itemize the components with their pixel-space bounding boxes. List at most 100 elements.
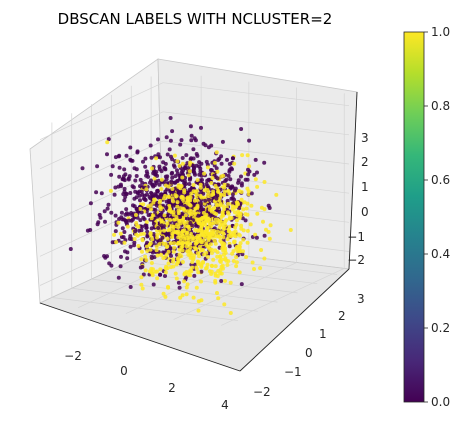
y-tick-label: −1 (284, 365, 302, 379)
z-tick-label: −2 (347, 253, 365, 267)
scatter-point (262, 160, 267, 165)
scatter-point (227, 162, 232, 166)
scatter-point (262, 256, 267, 261)
scatter-point (167, 198, 172, 203)
scatter-point (255, 184, 260, 189)
scatter-point (158, 155, 162, 160)
scatter-point (247, 164, 252, 169)
scatter-point (171, 249, 176, 254)
scatter-point (135, 150, 140, 155)
scatter-point (161, 291, 166, 296)
scatter-point (190, 234, 195, 239)
scatter-point (209, 143, 214, 148)
scatter-point (176, 256, 181, 260)
scatter-point (123, 212, 128, 217)
scatter-point (241, 249, 245, 254)
scatter-point (197, 254, 201, 259)
scatter-point (149, 207, 153, 212)
scatter-point (193, 206, 198, 211)
scatter-point (174, 276, 179, 281)
scatter-point (163, 274, 167, 278)
scatter-point (237, 270, 242, 275)
scatter-point (198, 233, 203, 238)
scatter-point (102, 209, 107, 214)
scatter-point (236, 180, 241, 185)
scatter-point (113, 185, 118, 190)
scatter-point (149, 155, 154, 160)
scatter-point (131, 203, 135, 208)
scatter-point (187, 169, 192, 174)
scatter-point (140, 286, 145, 291)
scatter-point (113, 155, 118, 160)
scatter-point (223, 219, 228, 224)
scatter-point (227, 229, 232, 234)
scatter-point (209, 263, 214, 268)
scatter-point (202, 201, 207, 206)
scatter-point (239, 181, 244, 186)
scatter-point (225, 237, 230, 242)
scatter-point (246, 172, 251, 177)
scatter-point (159, 223, 164, 228)
scatter-point (186, 252, 191, 257)
scatter-point (102, 254, 107, 258)
scatter-point (125, 256, 130, 261)
scatter-point (223, 256, 228, 261)
scatter-point (248, 222, 253, 227)
scatter-point (182, 221, 187, 226)
scatter-point (166, 249, 171, 254)
scatter-point (206, 190, 211, 195)
scatter-point (105, 140, 110, 145)
scatter-point (114, 240, 119, 245)
scatter-point (218, 238, 223, 243)
scatter-point (224, 177, 229, 182)
scatter-point (252, 172, 257, 177)
scatter-point (267, 206, 272, 210)
scatter-point (143, 164, 148, 169)
scatter-point (191, 147, 196, 152)
scatter-point (219, 215, 224, 219)
scatter-point (205, 165, 210, 170)
scatter-point (225, 262, 230, 267)
scatter-point (191, 253, 196, 258)
colorbar-ticks: 0.0 0.2 0.4 0.6 0.8 1.0 (424, 25, 450, 409)
scatter-point (118, 264, 123, 269)
scatter-point (171, 259, 175, 264)
scatter-point (126, 218, 131, 223)
scatter-point (205, 193, 210, 198)
scatter-point (214, 196, 219, 201)
scatter-point (155, 173, 160, 178)
scatter-point (143, 156, 148, 161)
scatter-point (139, 275, 144, 280)
scatter-point (128, 191, 133, 195)
scatter-point (138, 198, 142, 203)
scatter-point (116, 275, 121, 280)
scatter-point (193, 138, 198, 143)
scatter-point (245, 201, 250, 206)
scatter-point (148, 203, 153, 208)
scatter-point (203, 143, 208, 148)
scatter-point (141, 272, 146, 277)
grid-line (39, 140, 164, 199)
scatter-point (235, 213, 240, 218)
scatter-point (225, 157, 229, 162)
scatter-point (259, 248, 264, 252)
scatter-point (189, 212, 194, 217)
scatter-point (241, 228, 246, 233)
scatter-point (159, 252, 164, 257)
scatter-point (161, 241, 166, 246)
scatter-point (132, 237, 137, 241)
scatter-points (68, 116, 293, 315)
scatter-point (188, 124, 193, 129)
scatter-point (203, 229, 208, 234)
grid-line (173, 262, 297, 320)
z-axis-ticks: −2 −1 0 1 2 3 (347, 131, 368, 267)
scatter-point (239, 197, 244, 202)
scatter-point (154, 169, 159, 174)
scatter-point (105, 254, 109, 259)
scatter-point (151, 213, 155, 218)
scatter-point (239, 223, 244, 228)
scatter-point (151, 221, 156, 226)
scatter-point (246, 192, 251, 197)
scatter-point (171, 264, 176, 269)
scatter-point (187, 235, 192, 240)
